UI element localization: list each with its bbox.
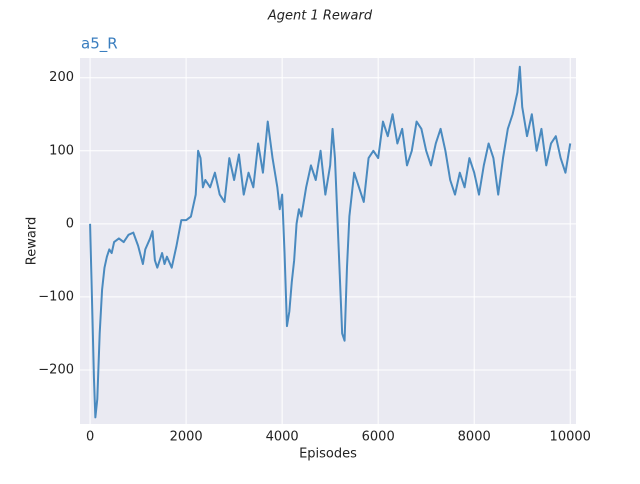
x-tick-label: 0 [86,430,94,445]
x-tick-label: 8000 [458,430,491,445]
x-tick-label: 10000 [550,430,591,445]
chart-subtitle: a5_R [81,35,118,54]
x-tick-label: 6000 [362,430,395,445]
y-tick-label: 0 [66,216,74,231]
y-tick-label: −200 [38,362,74,377]
y-tick-label: 100 [49,143,74,158]
x-tick-label: 4000 [266,430,299,445]
y-axis-label: Reward [25,217,40,265]
chart-title: Agent 1 Reward [267,9,373,24]
plot-area [80,58,576,424]
y-tick-label: 200 [49,70,74,85]
x-tick-label: 2000 [170,430,203,445]
data-line [89,65,572,419]
x-axis-label: Episodes [299,447,357,462]
y-tick-label: −100 [38,289,74,304]
